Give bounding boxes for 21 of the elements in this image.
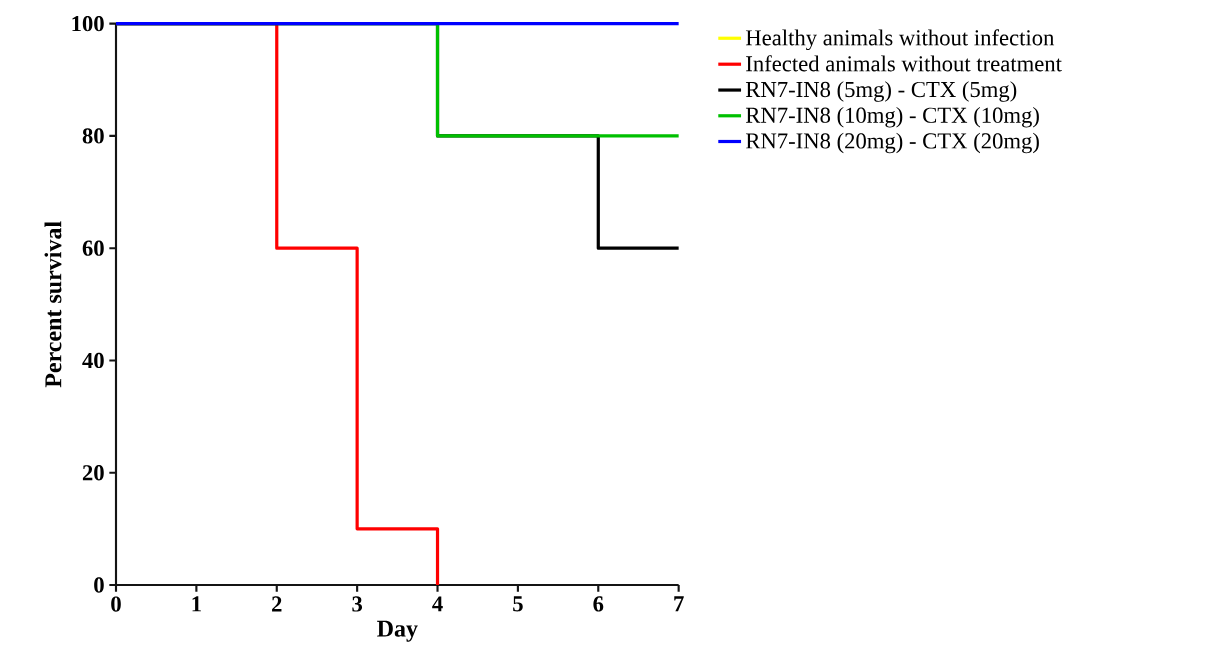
legend-label: RN7-IN8 (5mg) - CTX (5mg) — [745, 81, 1017, 102]
y-tick-label: 20 — [82, 465, 104, 481]
y-axis-title: Percent survival — [44, 221, 62, 388]
y-tick-label: 40 — [82, 352, 104, 369]
x-tick-label: 1 — [192, 596, 201, 612]
y-tick-label: 80 — [82, 128, 104, 144]
legend-label: Healthy animals without infection — [745, 29, 1055, 51]
x-tick-label: 4 — [432, 596, 443, 612]
y-tick-label: 100 — [72, 16, 104, 32]
x-axis-title: Day — [377, 620, 418, 642]
y-tick-label: 60 — [82, 240, 104, 256]
x-tick-label: 6 — [593, 596, 604, 612]
legend-label: Infected animals without treatment — [746, 55, 1062, 72]
legend-label: RN7-IN8 (20mg) - CTX (20mg) — [745, 132, 1039, 154]
x-tick-label: 0 — [111, 596, 121, 612]
y-tick-label: 0 — [94, 577, 104, 593]
x-tick-label: 2 — [272, 596, 282, 612]
x-tick-label: 3 — [352, 596, 363, 612]
legend-label: RN7-IN8 (10mg) - CTX (10mg) — [745, 106, 1039, 128]
x-tick-label: 5 — [513, 596, 523, 612]
x-tick-label: 7 — [674, 596, 684, 612]
